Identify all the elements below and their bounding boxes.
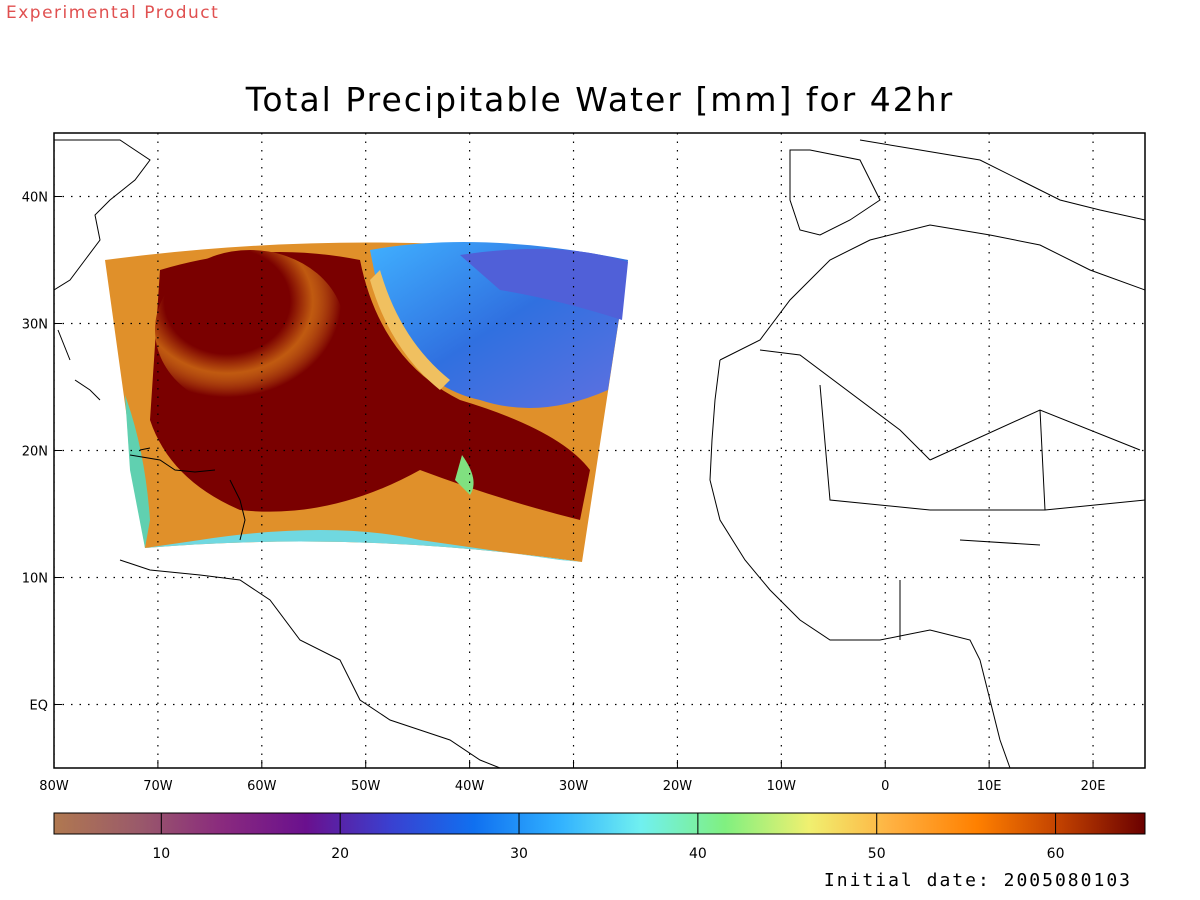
colorbar-tick-label: 10 [152,846,170,862]
lat-tick-label: EQ [30,699,48,714]
lon-tick-label: 10E [977,779,1002,794]
tpw-field [105,242,628,562]
latitude-axis: 40N 30N 20N 10N EQ [22,191,62,714]
lat-tick-label: 40N [22,191,48,206]
south-america-coast [119,559,501,768]
colorbar: 10 20 30 40 50 60 [53,812,1146,862]
africa-borders [759,349,1145,640]
colorbar-frame [53,812,1146,835]
chart-title: Total Precipitable Water [mm] for 42hr [245,80,955,119]
tpw-green-streak [370,270,450,390]
lat-tick-label: 30N [22,318,48,333]
experimental-product-note: Experimental Product [6,3,220,23]
tpw-green-edge-south [145,530,582,562]
iberia-coast [789,149,881,236]
lon-tick-label: 60W [247,779,277,794]
colorbar-tick-label: 50 [868,846,886,862]
tpw-dry-region-east [460,248,628,320]
north-america-coast [54,139,151,291]
tpw-green-patch [455,455,474,495]
west-africa-coast [709,224,1145,768]
caribbean-islands [129,447,246,541]
florida-bahamas [57,329,101,401]
lon-tick-label: 20E [1081,779,1106,794]
tpw-green-edge-west [125,395,150,548]
lon-tick-label: 30W [559,779,589,794]
lon-tick-label: 20W [663,779,693,794]
lon-tick-label: 70W [143,779,173,794]
graticule [54,133,1145,768]
colorbar-tick-label: 20 [331,846,349,862]
lon-tick-label: 0 [881,779,889,794]
lon-tick-label: 50W [351,779,381,794]
colorbar-tick-label: 60 [1047,846,1065,862]
colorbar-tick-label: 40 [689,846,707,862]
longitude-axis: 80W 70W 60W 50W 40W 30W 20W 10W 0 10E 20E [39,760,1105,794]
lon-tick-label: 10W [767,779,797,794]
coastlines [54,139,1145,768]
europe-coast [859,139,1145,221]
colorbar-gradient [54,813,1145,834]
lat-tick-label: 10N [22,572,48,587]
lat-tick-label: 20N [22,445,48,460]
tpw-swirl [155,250,345,410]
initial-date: Initial date: 2005080103 [823,870,1132,891]
lon-tick-label: 40W [455,779,485,794]
lon-tick-label: 80W [39,779,69,794]
colorbar-tick-label: 30 [510,846,528,862]
